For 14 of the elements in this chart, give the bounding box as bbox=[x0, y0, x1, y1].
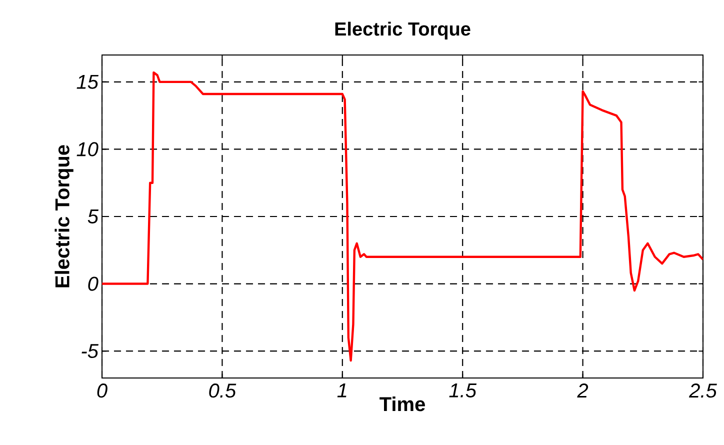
y-axis-title: Electric Torque bbox=[54, 145, 74, 288]
y-tick-label: 5 bbox=[88, 210, 99, 224]
y-tick-label: 0 bbox=[88, 276, 98, 291]
x-tick-label: 1.5 bbox=[449, 384, 477, 398]
y-tick-label: 15 bbox=[76, 74, 99, 89]
y-tick-label: 10 bbox=[76, 142, 98, 156]
x-tick-label: 0.5 bbox=[209, 384, 236, 398]
x-tick-label: 2.5 bbox=[688, 384, 717, 398]
y-tick-label: -5 bbox=[82, 344, 99, 358]
x-tick-label: 2 bbox=[577, 384, 588, 398]
x-axis-title: Time bbox=[380, 396, 425, 412]
chart-title: Electric Torque bbox=[335, 22, 470, 40]
line-series bbox=[102, 71, 703, 362]
x-tick-label: 1 bbox=[337, 384, 346, 398]
